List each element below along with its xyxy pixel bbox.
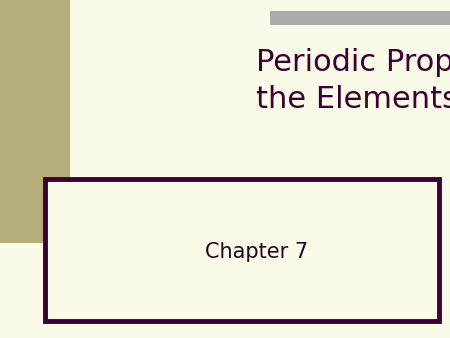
- Text: Chapter 7: Chapter 7: [205, 242, 308, 262]
- Bar: [45, 179, 439, 321]
- Bar: [270, 11, 450, 25]
- Text: Periodic Properties of
the Elements: Periodic Properties of the Elements: [256, 48, 450, 114]
- Bar: [0, 0, 70, 243]
